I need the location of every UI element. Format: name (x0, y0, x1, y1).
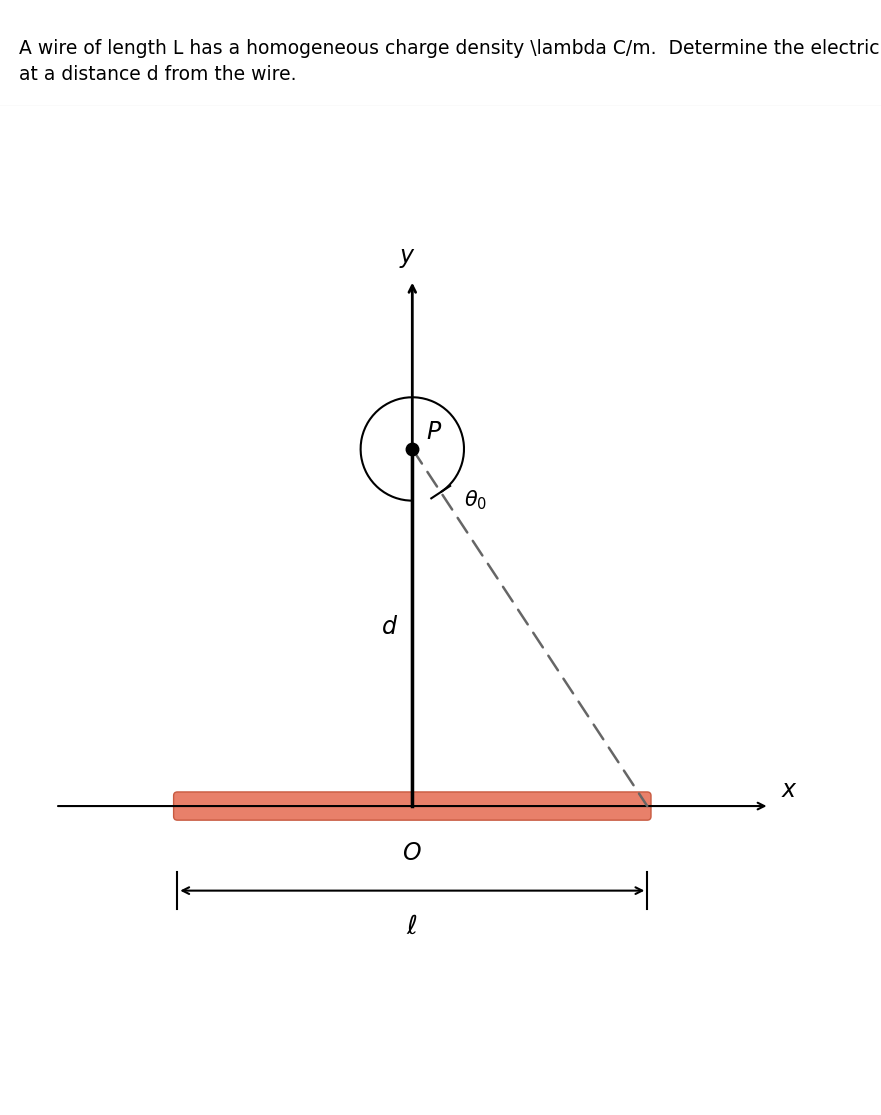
Text: $\ell$: $\ell$ (406, 914, 418, 939)
Text: $y$: $y$ (399, 248, 416, 271)
Text: at a distance d from the wire.: at a distance d from the wire. (19, 65, 297, 84)
FancyBboxPatch shape (174, 792, 651, 821)
Text: $O$: $O$ (403, 842, 422, 865)
Text: A wire of length L has a homogeneous charge density \lambda C/m.  Determine the : A wire of length L has a homogeneous cha… (19, 39, 881, 58)
Text: $P$: $P$ (426, 421, 442, 444)
Text: $x$: $x$ (781, 779, 797, 803)
Text: $\theta_0$: $\theta_0$ (463, 488, 486, 513)
Text: $d$: $d$ (381, 615, 398, 639)
